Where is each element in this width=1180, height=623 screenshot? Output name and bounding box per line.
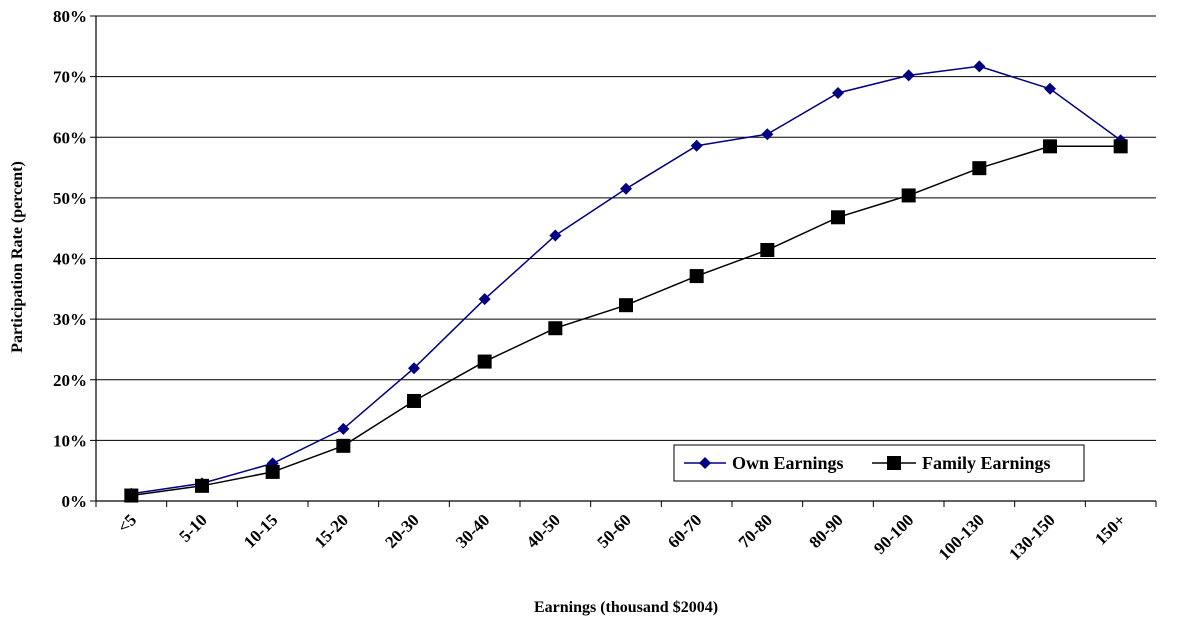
data-point-own-earnings	[1044, 82, 1056, 95]
x-tick-label: 70-80	[735, 510, 776, 551]
x-tick-label: 90-100	[870, 510, 917, 557]
data-point-family-earnings	[1043, 139, 1057, 154]
data-point-family-earnings	[619, 298, 633, 313]
x-tick-label: 5-10	[175, 510, 210, 545]
legend-label-own: Own Earnings	[732, 453, 844, 473]
x-axis-ticks: <5 5-10 10-15 15-20 20-30 30-40 40-50 50-60 60-7…	[95, 501, 1157, 564]
legend-label-family: Family Earnings	[922, 453, 1051, 473]
y-axis-ticks: 0% 10% 20% 30% 40% 50% 60% 70% 80%	[53, 7, 96, 511]
data-point-family-earnings	[265, 464, 280, 479]
x-tick-label: 20-30	[381, 510, 422, 551]
x-axis-title: Earnings (thousand $2004)	[534, 599, 718, 616]
x-tick-label: 130-150	[1005, 510, 1059, 564]
data-point-family-earnings	[972, 161, 987, 176]
data-point-own-earnings	[690, 139, 703, 152]
data-point-family-earnings	[901, 188, 916, 203]
x-tick-label: 10-15	[240, 510, 281, 551]
data-point-family-earnings	[477, 354, 492, 369]
data-point-own-earnings	[973, 60, 986, 73]
data-point-family-earnings	[1113, 139, 1128, 154]
y-tick-label: 20%	[53, 371, 87, 390]
data-point-family-earnings	[195, 478, 209, 493]
legend-marker-family	[887, 456, 901, 470]
y-tick-label: 60%	[53, 128, 87, 147]
data-point-own-earnings	[620, 182, 632, 195]
data-point-family-earnings	[124, 488, 139, 503]
data-point-own-earnings	[478, 293, 491, 306]
y-tick-label: 40%	[53, 250, 87, 269]
data-point-family-earnings	[760, 243, 775, 258]
series-group	[124, 60, 1128, 503]
data-point-own-earnings	[337, 422, 350, 435]
x-tick-label: 15-20	[311, 510, 352, 551]
x-tick-label: 100-130	[935, 510, 989, 564]
data-point-family-earnings	[407, 393, 421, 408]
y-tick-label: 70%	[53, 68, 87, 87]
y-tick-label: 80%	[53, 7, 87, 26]
x-tick-label: 150+	[1091, 510, 1129, 548]
y-tick-label: 30%	[53, 310, 87, 329]
legend: Own Earnings Family Earnings	[673, 444, 1085, 482]
series-line-family-earnings	[131, 145, 1121, 497]
x-tick-label: 50-60	[593, 510, 634, 551]
y-tick-label: 0%	[62, 492, 88, 511]
x-tick-label: 60-70	[664, 510, 705, 551]
gridlines	[96, 15, 1156, 502]
data-point-own-earnings	[761, 128, 774, 141]
x-tick-label: 80-90	[805, 510, 846, 551]
data-point-own-earnings	[902, 69, 915, 82]
x-tick-label: 40-50	[523, 510, 564, 551]
y-axis-title: Participation Rate (percent)	[9, 161, 26, 353]
data-point-own-earnings	[832, 86, 844, 99]
legend-marker-own	[699, 457, 711, 469]
x-tick-label: 30-40	[452, 510, 493, 551]
y-tick-label: 50%	[53, 189, 87, 208]
data-point-family-earnings	[548, 321, 563, 336]
data-point-own-earnings	[408, 362, 420, 375]
x-tick-label: <5	[114, 510, 140, 536]
data-point-family-earnings	[689, 269, 704, 284]
data-point-family-earnings	[336, 438, 351, 453]
series-line-own-earnings	[131, 65, 1122, 495]
data-point-family-earnings	[831, 210, 845, 225]
data-point-own-earnings	[549, 229, 562, 242]
y-tick-label: 10%	[53, 431, 87, 450]
